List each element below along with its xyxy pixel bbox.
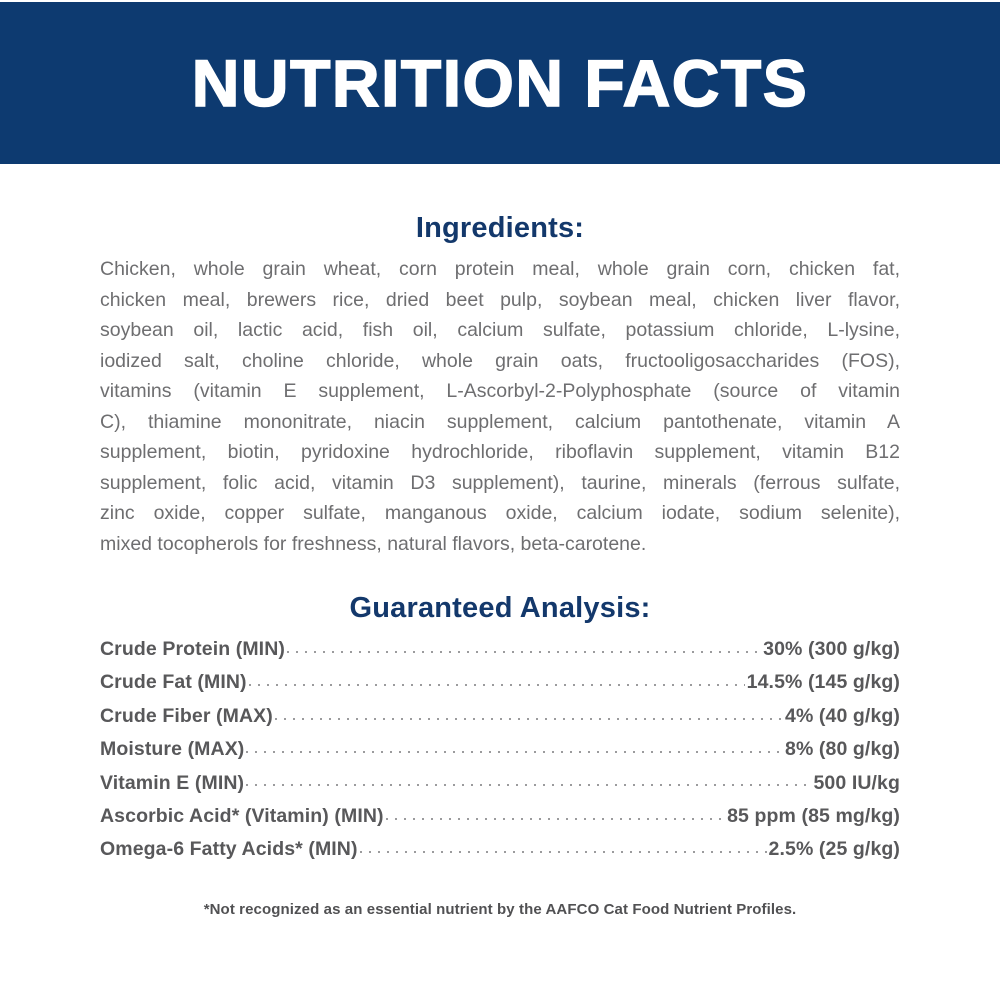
analysis-row-value: 14.5% (145 g/kg) [746,671,900,694]
ingredients-line: C), thiamine mononitrate, niacin supplem… [100,410,900,433]
analysis-row: Omega-6 Fatty Acids* (MIN) 2.5% (25 g/kg) [100,838,900,871]
guaranteed-analysis-heading: Guaranteed Analysis: [349,592,651,624]
ingredients-line: supplement, folic acid, vitamin D3 suppl… [100,471,900,494]
dot-leader [248,684,745,687]
ingredients-line: Chicken, whole grain wheat, corn protein… [100,258,900,280]
analysis-row-label: Moisture (MAX) [100,738,245,761]
ingredients-line: soybean oil, lactic acid, fish oil, calc… [100,319,900,341]
analysis-row-label: Crude Fat (MIN) [100,671,247,694]
header-banner: NUTRITION FACTS [0,2,1000,164]
dot-leader [385,817,726,820]
analysis-row-label: Omega-6 Fatty Acids* (MIN) [100,838,358,861]
analysis-row-value: 4% (40 g/kg) [785,704,900,727]
analysis-row-label: Crude Protein (MIN) [100,638,285,660]
dot-leader [359,851,767,854]
ingredients-heading: Ingredients: [415,212,585,244]
analysis-row: Crude Fiber (MAX) 4% (40 g/kg) [100,705,900,738]
ingredients-line: iodized salt, choline chloride, whole gr… [100,349,900,372]
ingredients-line: vitamins (vitamin E supplement, L-Ascorb… [100,380,900,402]
analysis-row-label: Crude Fiber (MAX) [100,704,273,727]
analysis-row: Ascorbic Acid* (Vitamin) (MIN) 85 ppm (85… [100,805,900,838]
analysis-row-value: 85 ppm (85 mg/kg) [727,804,900,827]
dot-leader [274,717,784,720]
dot-leader [246,784,812,787]
ingredients-line: mixed tocopherols for freshness, natural… [100,532,647,555]
analysis-row: Crude Protein (MIN) 30% (300 g/kg) [100,638,900,671]
analysis-row-label: Vitamin E (MIN) [100,771,245,794]
analysis-row: Crude Fat (MIN) 14.5% (145 g/kg) [100,671,900,704]
analysis-row-value: 30% (300 g/kg) [763,638,900,660]
analysis-row-label: Ascorbic Acid* (Vitamin) (MIN) [100,804,384,827]
ingredients-line: chicken meal, brewers rice, dried beet p… [100,288,900,311]
footnote: *Not recognized as an essential nutrient… [203,900,797,918]
ingredients-line: zinc oxide, copper sulfate, manganous ox… [100,502,900,524]
page-title: NUTRITION FACTS [191,45,809,121]
guaranteed-analysis-table: Crude Protein (MIN) 30% (300 g/kg) Crude F… [100,638,900,872]
dot-leader [286,650,762,653]
analysis-row: Vitamin E (MIN) 500 IU/kg [100,772,900,805]
ingredients-line: supplement, biotin, pyridoxine hydrochlo… [100,441,900,463]
analysis-row-value: 2.5% (25 g/kg) [768,838,900,861]
analysis-row: Moisture (MAX) 8% (80 g/kg) [100,738,900,771]
dot-leader [246,750,784,754]
analysis-row-value: 8% (80 g/kg) [785,738,900,761]
label-body: Ingredients: Chicken, whole grain wheat,… [100,210,900,918]
analysis-row-value: 500 IU/kg [813,771,900,794]
ingredients-paragraph: Chicken, whole grain wheat, corn protein… [100,254,900,559]
